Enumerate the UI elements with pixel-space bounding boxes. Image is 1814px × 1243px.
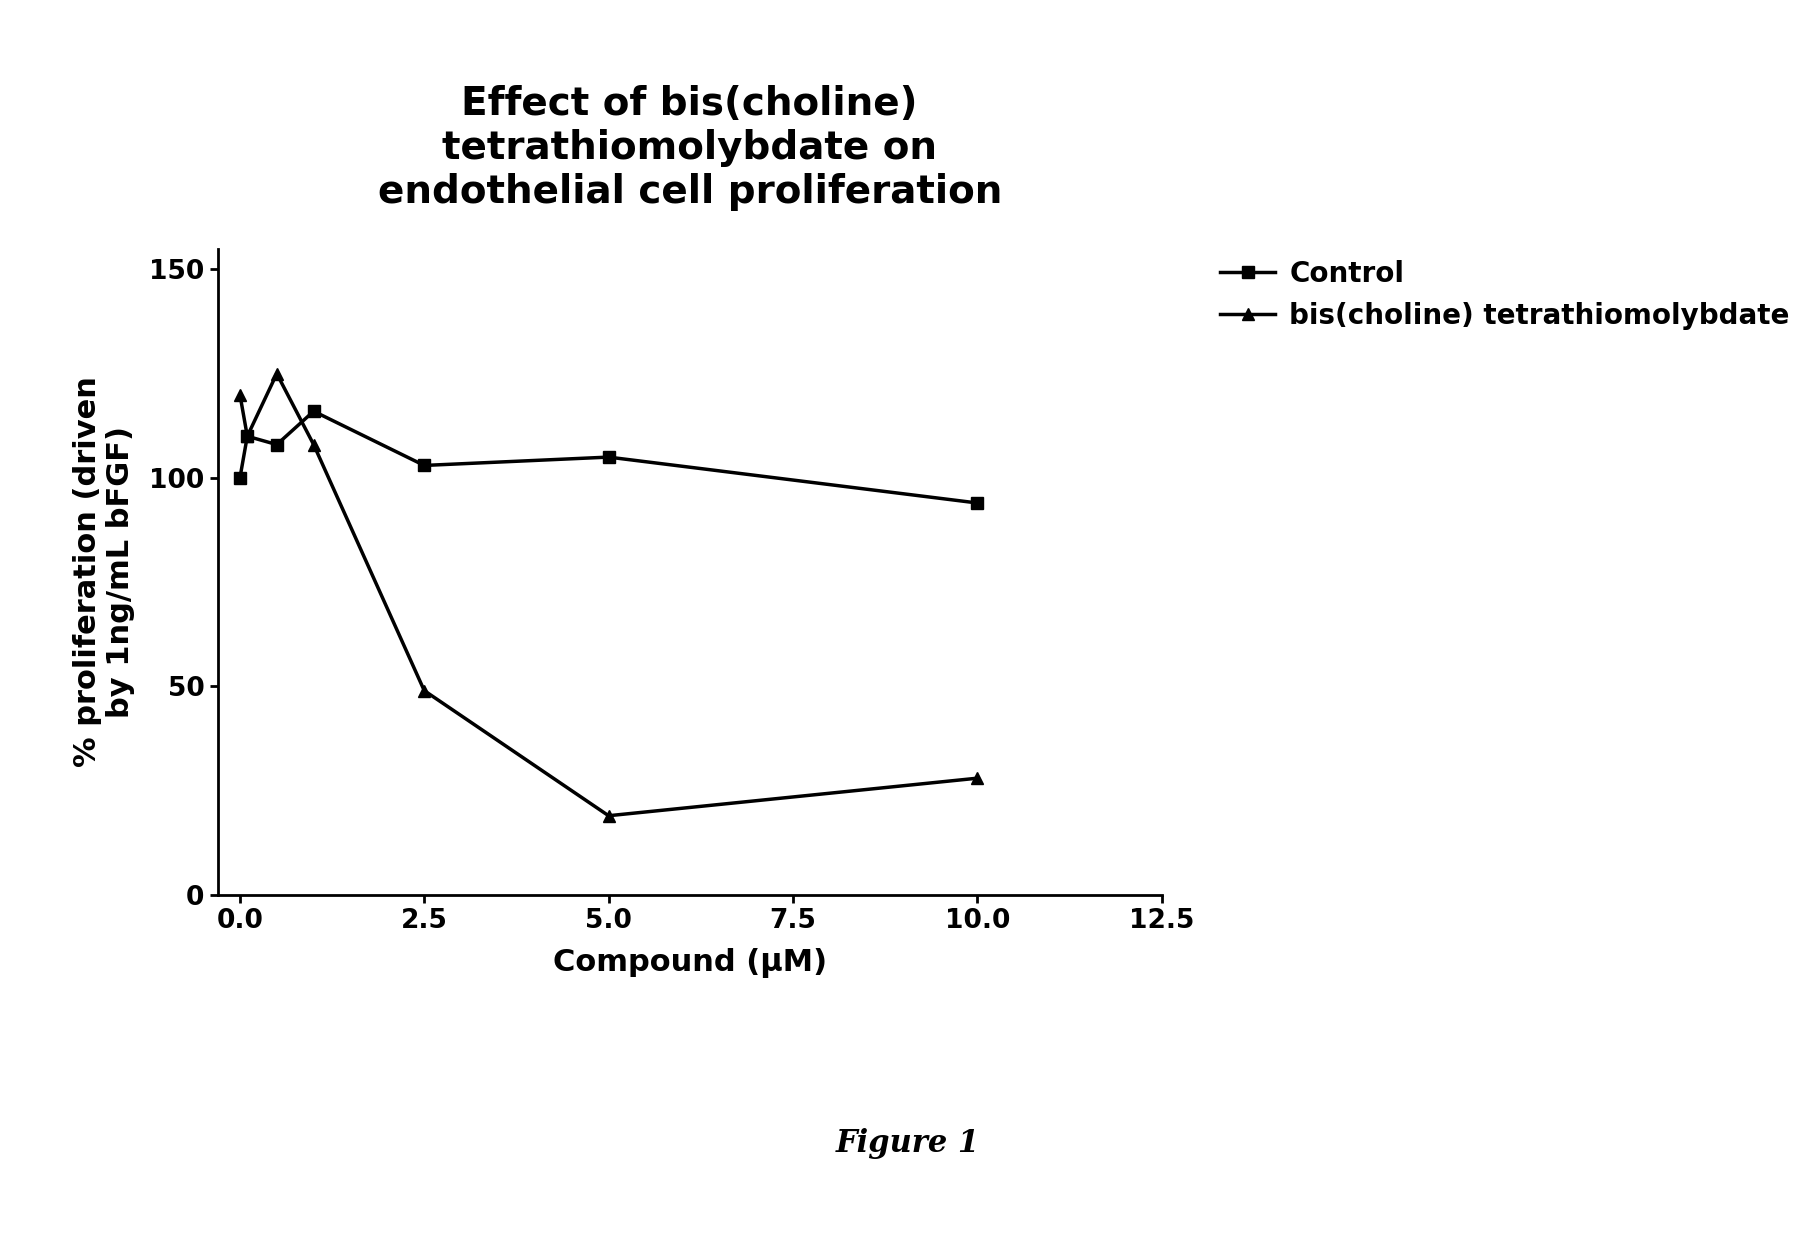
X-axis label: Compound (μM): Compound (μM) [551,948,827,978]
Y-axis label: % proliferation (driven
by 1ng/mL bFGF): % proliferation (driven by 1ng/mL bFGF) [73,377,136,767]
bis(choline) tetrathiomolybdate [303,438,325,452]
Control [265,438,287,452]
bis(choline) tetrathiomolybdate [965,771,987,786]
Line: Control: Control [234,405,983,510]
bis(choline) tetrathiomolybdate [265,367,287,382]
Control [414,457,435,472]
Text: Figure 1: Figure 1 [834,1129,980,1158]
Control [303,404,325,419]
bis(choline) tetrathiomolybdate [236,429,258,444]
Control [597,450,619,465]
Line: bis(choline) tetrathiomolybdate: bis(choline) tetrathiomolybdate [234,368,983,822]
bis(choline) tetrathiomolybdate [414,684,435,699]
bis(choline) tetrathiomolybdate [597,808,619,823]
Legend: Control, bis(choline) tetrathiomolybdate: Control, bis(choline) tetrathiomolybdate [1208,249,1799,341]
Control [965,496,987,511]
Text: Effect of bis(choline)
tetrathiomolybdate on
endothelial cell proliferation: Effect of bis(choline) tetrathiomolybdat… [377,86,1001,211]
Control [229,471,250,486]
Control [236,429,258,444]
bis(choline) tetrathiomolybdate [229,387,250,401]
